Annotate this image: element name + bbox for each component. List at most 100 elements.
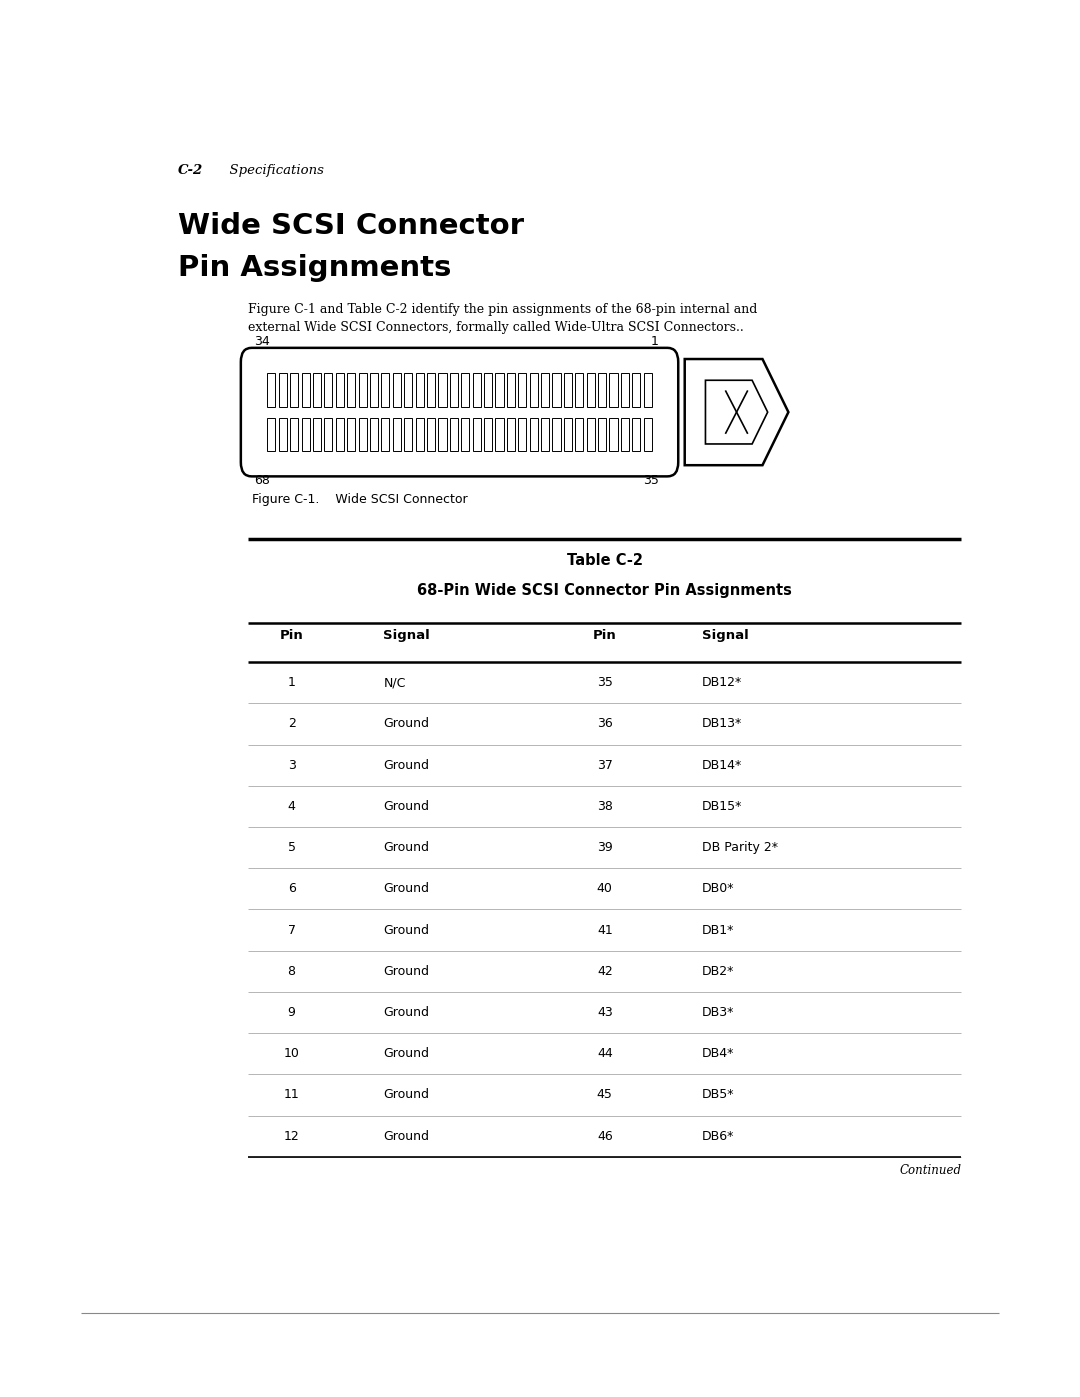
Bar bbox=[632, 373, 640, 407]
Bar bbox=[484, 373, 492, 407]
Bar bbox=[393, 373, 401, 407]
Text: DB0*: DB0* bbox=[702, 883, 734, 895]
Bar bbox=[541, 418, 549, 451]
Text: 37: 37 bbox=[597, 759, 612, 771]
Text: 4: 4 bbox=[287, 800, 296, 813]
Text: C-2: C-2 bbox=[178, 165, 203, 177]
Text: 6: 6 bbox=[287, 883, 296, 895]
Text: 39: 39 bbox=[597, 841, 612, 854]
Bar bbox=[347, 373, 355, 407]
Bar bbox=[518, 373, 526, 407]
Text: Signal: Signal bbox=[702, 629, 748, 641]
Bar bbox=[404, 373, 413, 407]
Bar bbox=[301, 418, 310, 451]
Text: 46: 46 bbox=[597, 1130, 612, 1143]
Text: 44: 44 bbox=[597, 1048, 612, 1060]
Text: Ground: Ground bbox=[383, 965, 430, 978]
Bar bbox=[586, 373, 595, 407]
Bar bbox=[427, 418, 435, 451]
Bar bbox=[621, 418, 629, 451]
Text: DB15*: DB15* bbox=[702, 800, 742, 813]
Bar bbox=[541, 373, 549, 407]
Bar bbox=[449, 418, 458, 451]
Text: 1: 1 bbox=[651, 335, 659, 348]
Polygon shape bbox=[685, 359, 788, 465]
Text: 35: 35 bbox=[597, 676, 612, 689]
Text: 36: 36 bbox=[597, 718, 612, 731]
Text: 8: 8 bbox=[287, 965, 296, 978]
Bar bbox=[381, 418, 390, 451]
Text: DB13*: DB13* bbox=[702, 718, 742, 731]
Bar bbox=[381, 373, 390, 407]
Text: 40: 40 bbox=[597, 883, 612, 895]
Bar bbox=[427, 373, 435, 407]
Text: Ground: Ground bbox=[383, 1130, 430, 1143]
Text: 10: 10 bbox=[284, 1048, 299, 1060]
Bar bbox=[609, 418, 618, 451]
Bar bbox=[449, 373, 458, 407]
Text: Specifications: Specifications bbox=[221, 165, 324, 177]
Bar bbox=[268, 373, 275, 407]
Bar bbox=[621, 373, 629, 407]
Text: N/C: N/C bbox=[383, 676, 406, 689]
Bar bbox=[291, 418, 298, 451]
Bar bbox=[564, 418, 572, 451]
Bar bbox=[347, 418, 355, 451]
Bar bbox=[598, 418, 606, 451]
Bar bbox=[473, 373, 481, 407]
Text: Figure C-1 and Table C-2 identify the pin assignments of the 68-pin internal and: Figure C-1 and Table C-2 identify the pi… bbox=[248, 303, 758, 334]
Bar bbox=[359, 418, 367, 451]
Bar bbox=[564, 373, 572, 407]
Bar bbox=[370, 418, 378, 451]
Text: 38: 38 bbox=[597, 800, 612, 813]
Text: Pin: Pin bbox=[593, 629, 617, 641]
Bar bbox=[576, 373, 583, 407]
Bar bbox=[393, 418, 401, 451]
Text: Ground: Ground bbox=[383, 759, 430, 771]
Text: 34: 34 bbox=[254, 335, 270, 348]
Bar bbox=[609, 373, 618, 407]
Bar bbox=[268, 418, 275, 451]
Bar bbox=[644, 373, 652, 407]
Bar bbox=[644, 418, 652, 451]
Text: 3: 3 bbox=[287, 759, 296, 771]
Text: 5: 5 bbox=[287, 841, 296, 854]
Bar bbox=[484, 418, 492, 451]
Text: 41: 41 bbox=[597, 923, 612, 936]
Text: Ground: Ground bbox=[383, 1048, 430, 1060]
Bar bbox=[336, 373, 343, 407]
Text: Ground: Ground bbox=[383, 1088, 430, 1101]
Text: DB3*: DB3* bbox=[702, 1006, 734, 1018]
Bar bbox=[359, 373, 367, 407]
Text: Pin Assignments: Pin Assignments bbox=[178, 254, 451, 282]
Bar bbox=[632, 418, 640, 451]
Bar bbox=[496, 373, 503, 407]
FancyBboxPatch shape bbox=[241, 348, 678, 476]
Text: 7: 7 bbox=[287, 923, 296, 936]
Bar bbox=[473, 418, 481, 451]
Text: Continued: Continued bbox=[900, 1164, 961, 1176]
Text: Ground: Ground bbox=[383, 883, 430, 895]
Bar bbox=[279, 418, 287, 451]
Bar bbox=[324, 418, 333, 451]
Bar bbox=[507, 373, 515, 407]
Text: Pin: Pin bbox=[280, 629, 303, 641]
Bar bbox=[529, 373, 538, 407]
Bar bbox=[576, 418, 583, 451]
Bar bbox=[313, 373, 321, 407]
Text: DB Parity 2*: DB Parity 2* bbox=[702, 841, 778, 854]
Text: DB14*: DB14* bbox=[702, 759, 742, 771]
Text: 68-Pin Wide SCSI Connector Pin Assignments: 68-Pin Wide SCSI Connector Pin Assignmen… bbox=[417, 583, 793, 598]
Text: 45: 45 bbox=[597, 1088, 612, 1101]
Bar bbox=[507, 418, 515, 451]
Text: Ground: Ground bbox=[383, 718, 430, 731]
Text: DB1*: DB1* bbox=[702, 923, 734, 936]
Bar bbox=[416, 418, 423, 451]
Text: Table C-2: Table C-2 bbox=[567, 553, 643, 569]
Bar bbox=[370, 373, 378, 407]
Text: DB12*: DB12* bbox=[702, 676, 742, 689]
Bar bbox=[416, 373, 423, 407]
Bar bbox=[552, 418, 561, 451]
Bar bbox=[324, 373, 333, 407]
Text: DB6*: DB6* bbox=[702, 1130, 734, 1143]
